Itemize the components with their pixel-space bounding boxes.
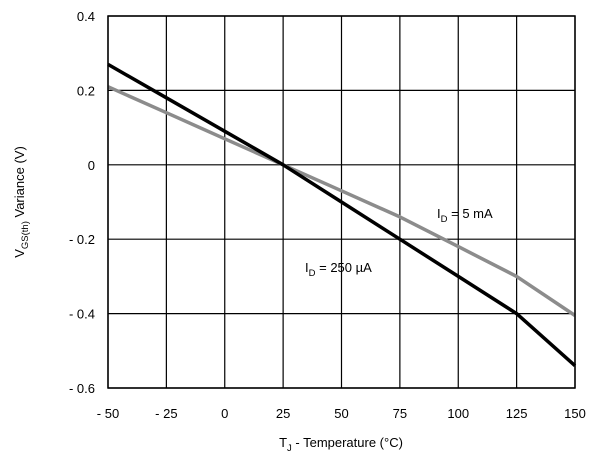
y-tick-label: 0.2 [77, 83, 95, 98]
series-lines [107, 62, 577, 368]
y-tick-label: - 0.4 [69, 307, 95, 322]
x-tick-label: 50 [334, 406, 348, 421]
series-line-250ua [107, 62, 577, 368]
y-tick-label: 0 [88, 158, 95, 173]
x-tick-label: - 25 [155, 406, 177, 421]
y-tick-label: - 0.6 [69, 381, 95, 396]
x-tick-label: 125 [506, 406, 528, 421]
y-tick-labels: 0.4 0.2 0 - 0.2 - 0.4 - 0.6 [69, 9, 95, 396]
x-tick-label: - 50 [97, 406, 119, 421]
plot-frame [107, 15, 576, 389]
series-label-5ma: ID = 5 mA [437, 206, 493, 225]
x-tick-label: 0 [221, 406, 228, 421]
y-axis-label: VGS(th) Variance (V) [12, 146, 31, 258]
x-tick-label: 100 [447, 406, 469, 421]
y-tick-label: 0.4 [77, 9, 95, 24]
x-tick-label: 150 [564, 406, 586, 421]
x-tick-label: 75 [393, 406, 407, 421]
y-tick-label: - 0.2 [69, 232, 95, 247]
series-line-5ma [107, 85, 576, 317]
x-axis-label: TJ - Temperature (°C) [279, 435, 403, 454]
x-tick-label: 25 [276, 406, 290, 421]
series-label-250ua: ID = 250 µA [305, 260, 372, 279]
x-tick-labels: - 50 - 25 0 25 50 75 100 125 150 [97, 406, 586, 421]
